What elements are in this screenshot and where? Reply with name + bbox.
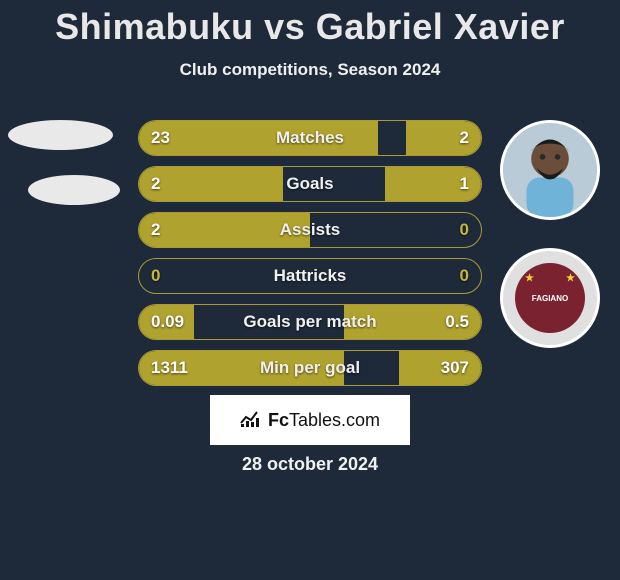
stat-label: Min per goal (139, 351, 481, 385)
subtitle: Club competitions, Season 2024 (0, 60, 620, 80)
stat-label: Goals (139, 167, 481, 201)
player1-badge-placeholder (28, 175, 120, 205)
stat-row: 1311307Min per goal (138, 350, 482, 386)
player2-avatar (500, 120, 600, 220)
stat-row: 00Hattricks (138, 258, 482, 294)
stat-row: 232Matches (138, 120, 482, 156)
stat-label: Hattricks (139, 259, 481, 293)
logo-text: FcTables.com (268, 410, 380, 431)
left-avatar-stack (8, 120, 120, 230)
date-text: 28 october 2024 (0, 454, 620, 475)
stats-comparison-chart: 232Matches 21Goals 20Assists 00Hattricks 0.0… (138, 120, 482, 396)
chart-icon (240, 409, 262, 432)
stat-row: 21Goals (138, 166, 482, 202)
player2-club-badge: FAGIANO (500, 248, 600, 348)
player2-avatar-svg (503, 120, 597, 220)
stat-label: Assists (139, 213, 481, 247)
club-badge-inner: FAGIANO (515, 263, 585, 333)
stat-row: 0.090.5Goals per match (138, 304, 482, 340)
fctables-logo: FcTables.com (210, 395, 410, 445)
right-avatar-stack: FAGIANO (500, 120, 600, 348)
stat-label: Matches (139, 121, 481, 155)
title-player2: Gabriel Xavier (316, 6, 565, 47)
club-badge-text: FAGIANO (532, 294, 568, 303)
logo-text-bold: Fc (268, 410, 289, 430)
logo-text-rest: Tables.com (289, 410, 380, 430)
stat-row: 20Assists (138, 212, 482, 248)
player1-avatar-placeholder (8, 120, 113, 150)
title-player1: Shimabuku (55, 6, 254, 47)
title-vs: vs (264, 6, 305, 47)
stat-label: Goals per match (139, 305, 481, 339)
page-title: Shimabuku vs Gabriel Xavier (0, 0, 620, 48)
